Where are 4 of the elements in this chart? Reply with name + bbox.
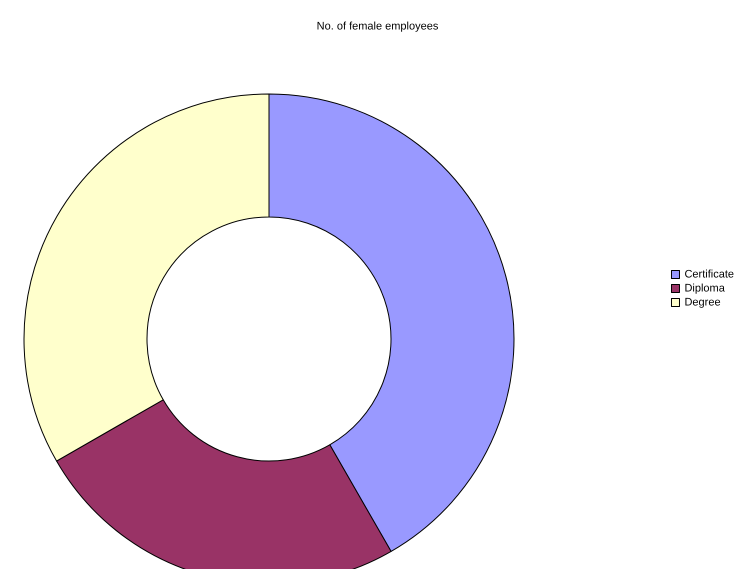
legend-label: Degree: [684, 296, 721, 308]
chart-title: No. of female employees: [316, 20, 439, 32]
legend-label: Certificate: [684, 268, 734, 280]
legend-label: Diploma: [684, 282, 726, 294]
